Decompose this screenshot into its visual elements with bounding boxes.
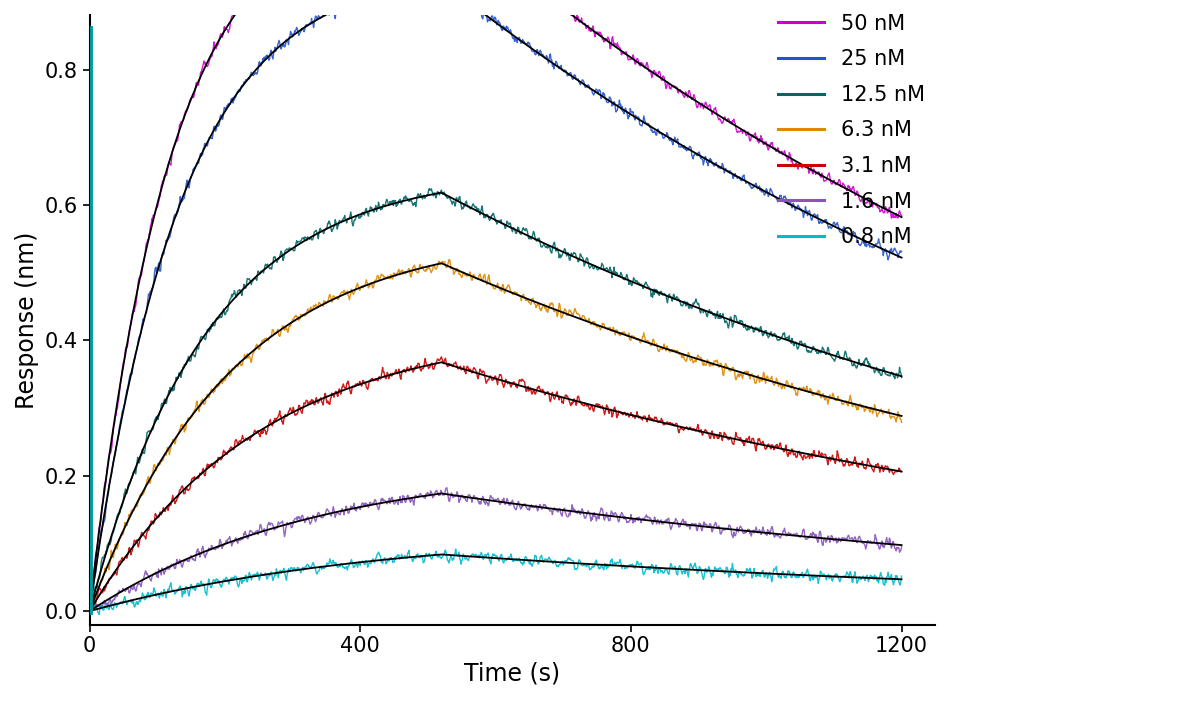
Legend: 50 nM, 25 nM, 12.5 nM, 6.3 nM, 3.1 nM, 1.6 nM, 0.8 nM: 50 nM, 25 nM, 12.5 nM, 6.3 nM, 3.1 nM, 1… — [778, 13, 925, 247]
X-axis label: Time (s): Time (s) — [465, 662, 561, 686]
Y-axis label: Response (nm): Response (nm) — [15, 231, 39, 409]
